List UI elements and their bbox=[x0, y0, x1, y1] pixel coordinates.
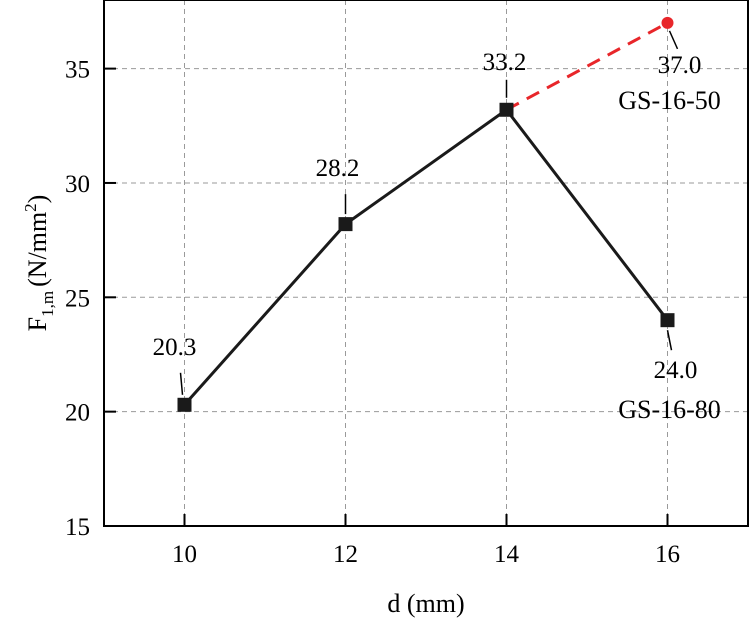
plot-area-frame bbox=[103, 0, 749, 527]
data-label-leader bbox=[668, 30, 679, 50]
y-tick-label: 15 bbox=[65, 514, 90, 541]
y-tick-label: 30 bbox=[65, 171, 90, 198]
y-axis-label-unit: (N/mm bbox=[23, 212, 52, 287]
data-labels: 20.3 28.2 33.2 24.0 37.0 GS-16-50 GS-16-80 bbox=[153, 30, 721, 424]
x-tick-label: 14 bbox=[494, 541, 520, 568]
y-axis-label: F1,m (N/mm2) bbox=[21, 195, 57, 332]
data-label: 37.0 bbox=[658, 52, 702, 79]
y-tick-label: 20 bbox=[65, 400, 90, 427]
data-point-marker bbox=[177, 397, 192, 412]
data-point-marker bbox=[338, 217, 353, 232]
y-tick-label: 25 bbox=[65, 285, 90, 312]
dashed-series-line bbox=[505, 21, 669, 112]
series bbox=[177, 16, 675, 412]
data-point-marker bbox=[660, 313, 675, 328]
data-label: 33.2 bbox=[483, 49, 527, 76]
series-annotation: GS-16-80 bbox=[618, 395, 721, 424]
solid-series-line bbox=[183, 108, 669, 406]
y-axis-label-subscript: 1,m bbox=[38, 291, 57, 317]
grid-lines bbox=[104, 0, 748, 526]
data-label-leader bbox=[666, 330, 673, 351]
data-point-marker bbox=[661, 16, 674, 29]
y-axis-label-main: F bbox=[23, 317, 52, 331]
data-label-leader bbox=[179, 372, 184, 395]
x-tick-label: 10 bbox=[172, 541, 197, 568]
data-label: 28.2 bbox=[316, 155, 360, 182]
y-axis-label-unit-close: ) bbox=[23, 195, 52, 204]
y-tick-label: 35 bbox=[65, 57, 90, 84]
x-axis-label: d (mm) bbox=[387, 589, 464, 618]
data-label: 20.3 bbox=[153, 334, 197, 361]
axis-ticks: 10 12 14 16 15 20 25 30 35 bbox=[65, 57, 680, 568]
y-axis-label-superscript: 2 bbox=[21, 203, 40, 212]
x-tick-label: 12 bbox=[333, 541, 358, 568]
data-point-marker bbox=[499, 102, 514, 117]
x-tick-label: 16 bbox=[655, 541, 680, 568]
data-label: 24.0 bbox=[654, 357, 698, 384]
series-annotation: GS-16-50 bbox=[618, 86, 721, 115]
